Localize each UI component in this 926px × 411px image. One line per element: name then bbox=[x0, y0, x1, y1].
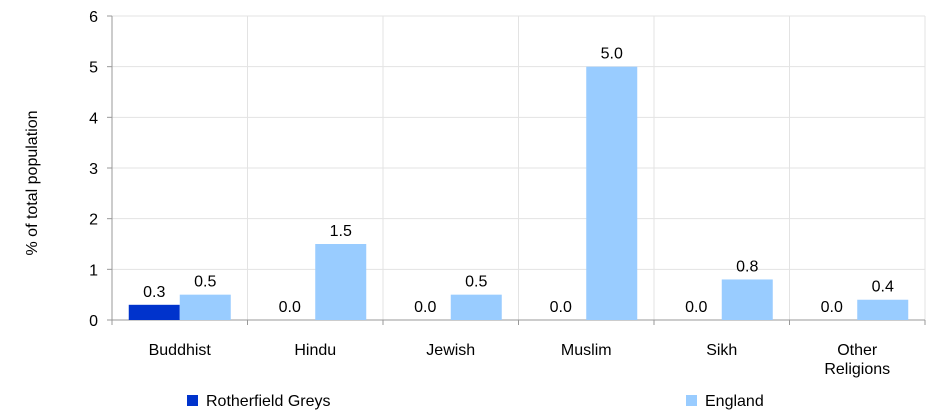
x-tick-label-line: Jewish bbox=[426, 342, 475, 359]
bar bbox=[179, 294, 231, 320]
x-tick-label: Jewish bbox=[426, 342, 475, 359]
y-axis-label: % of total population bbox=[24, 111, 41, 256]
x-tick-label: Other Religions bbox=[824, 342, 890, 378]
data-label: 0.0 bbox=[279, 299, 301, 316]
y-tick-label: 3 bbox=[89, 161, 98, 178]
x-tick-label: Buddhist bbox=[149, 342, 212, 359]
legend-swatch bbox=[187, 395, 198, 406]
data-label: 0.0 bbox=[685, 299, 707, 316]
x-tick-label: Hindu bbox=[294, 342, 336, 359]
data-label: 0.5 bbox=[194, 274, 216, 291]
bar bbox=[315, 244, 367, 320]
data-labels: 0.3 0.5 0.0 1.5 0.0 0.5 0.0 5.0 0.0 0.8 0.0 0.4 bbox=[143, 46, 894, 316]
y-tick-label: 1 bbox=[89, 262, 98, 279]
legend-label: Rotherfield Greys bbox=[206, 393, 331, 410]
data-label: 0.0 bbox=[821, 299, 843, 316]
axes bbox=[107, 15, 926, 325]
bar bbox=[450, 294, 502, 320]
data-label: 1.5 bbox=[330, 223, 352, 240]
x-tick-label: Sikh bbox=[706, 342, 737, 359]
x-tick-label: Muslim bbox=[561, 342, 612, 359]
x-tick-label-line: Buddhist bbox=[149, 342, 212, 359]
bar bbox=[721, 279, 773, 320]
bars bbox=[128, 66, 909, 321]
y-tick-label: 2 bbox=[89, 212, 98, 229]
bar bbox=[586, 66, 638, 321]
data-label: 0.3 bbox=[143, 284, 165, 301]
x-tick-label-line: Muslim bbox=[561, 342, 612, 359]
y-tick-label: 5 bbox=[89, 60, 98, 77]
y-tick-label: 4 bbox=[89, 110, 98, 127]
x-tick-label-line: Sikh bbox=[706, 342, 737, 359]
data-label: 0.0 bbox=[550, 299, 572, 316]
data-label: 0.5 bbox=[465, 274, 487, 291]
data-label: 0.4 bbox=[872, 279, 894, 296]
y-tick-label: 6 bbox=[89, 9, 98, 26]
x-tick-label-line: Hindu bbox=[294, 342, 336, 359]
legend-swatch bbox=[686, 395, 697, 406]
bar bbox=[857, 299, 909, 320]
x-tick-labels: Buddhist Hindu Jewish Muslim Sikh Other Religi… bbox=[149, 342, 891, 378]
data-label: 0.8 bbox=[736, 258, 758, 275]
grid-lines bbox=[112, 15, 926, 320]
data-label: 0.0 bbox=[414, 299, 436, 316]
legend-label: England bbox=[705, 393, 764, 410]
x-tick-label-line: Religions bbox=[824, 361, 890, 378]
y-tick-label: 0 bbox=[89, 313, 98, 330]
y-tick-labels: 0 1 2 3 4 5 6 bbox=[89, 9, 98, 330]
bar bbox=[128, 304, 180, 320]
data-label: 5.0 bbox=[601, 46, 623, 63]
legend: Rotherfield Greys England bbox=[187, 393, 764, 410]
x-tick-label-line: Other bbox=[837, 342, 878, 359]
